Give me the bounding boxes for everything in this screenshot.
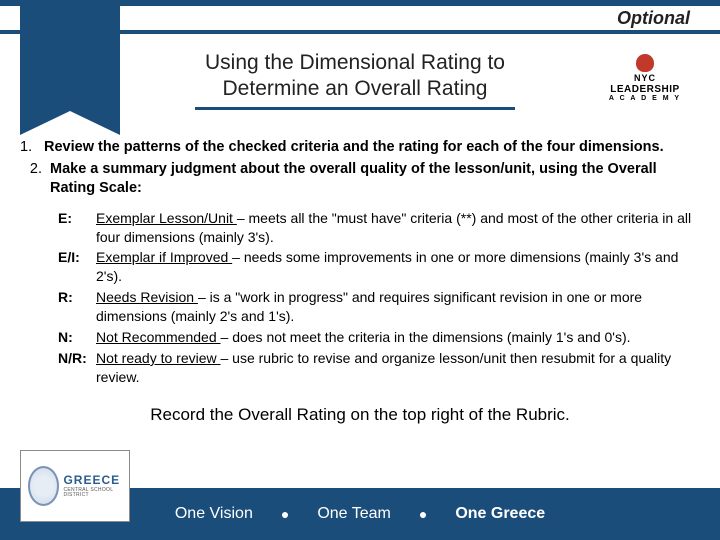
rating-code: N: xyxy=(58,328,96,347)
step-row: 2. Make a summary judgment about the ove… xyxy=(20,160,700,199)
logo-academy-text: A C A D E M Y xyxy=(609,95,681,103)
footer-dot: ● xyxy=(281,506,289,522)
greece-sub: CENTRAL SCHOOL DISTRICT xyxy=(63,488,122,498)
title-line-2: Determine an Overall Rating xyxy=(150,76,560,102)
greece-name: GREECE xyxy=(63,474,122,486)
rating-label: Not Recommended xyxy=(96,329,221,345)
rating-code: E: xyxy=(58,209,96,247)
rating-label: Exemplar Lesson/Unit xyxy=(96,210,237,226)
step-number: 2. xyxy=(20,160,50,199)
greece-district-logo: GREECE CENTRAL SCHOOL DISTRICT xyxy=(20,450,130,522)
rating-text: – does not meet the criteria in the dime… xyxy=(221,329,631,345)
greece-logo-inner: GREECE CENTRAL SCHOOL DISTRICT xyxy=(28,458,122,514)
greece-text: GREECE CENTRAL SCHOOL DISTRICT xyxy=(63,474,122,498)
seal-icon xyxy=(28,466,59,506)
rating-code: E/I: xyxy=(58,248,96,286)
rating-desc: Needs Revision – is a "work in progress"… xyxy=(96,288,700,326)
rating-code: N/R: xyxy=(58,349,96,387)
content-area: 1. Review the patterns of the checked cr… xyxy=(20,138,700,425)
step-text: Make a summary judgment about the overal… xyxy=(50,160,700,199)
rating-label: Exemplar if Improved xyxy=(96,249,232,265)
footer-item-2: One Team xyxy=(317,505,391,523)
logo-nyc-text: NYC xyxy=(634,74,656,84)
title-area: Using the Dimensional Rating to Determin… xyxy=(150,50,560,110)
rating-row: E/I: Exemplar if Improved – needs some i… xyxy=(58,248,700,286)
rating-label: Needs Revision xyxy=(96,289,198,305)
footer-item-3: One Greece xyxy=(455,505,545,523)
title-line-1: Using the Dimensional Rating to xyxy=(150,50,560,76)
footer-item-1: One Vision xyxy=(175,505,253,523)
optional-label: Optional xyxy=(617,8,690,29)
logo-leadership-text: LEADERSHIP xyxy=(610,84,679,95)
rating-desc: Exemplar Lesson/Unit – meets all the "mu… xyxy=(96,209,700,247)
rating-row: N/R: Not ready to review – use rubric to… xyxy=(58,349,700,387)
ribbon-bookmark xyxy=(20,6,120,111)
rating-desc: Not Recommended – does not meet the crit… xyxy=(96,328,700,347)
title-underline xyxy=(195,107,515,110)
step-text: Review the patterns of the checked crite… xyxy=(44,138,700,158)
nyc-leadership-logo: NYC LEADERSHIP A C A D E M Y xyxy=(586,48,704,108)
footer-dot: ● xyxy=(419,506,427,522)
rating-desc: Exemplar if Improved – needs some improv… xyxy=(96,248,700,286)
apple-icon xyxy=(636,54,654,72)
rating-desc: Not ready to review – use rubric to revi… xyxy=(96,349,700,387)
step-number: 1. xyxy=(20,138,44,158)
rating-code: R: xyxy=(58,288,96,326)
record-instruction: Record the Overall Rating on the top rig… xyxy=(20,405,700,425)
step-row: 1. Review the patterns of the checked cr… xyxy=(20,138,700,158)
ratings-list: E: Exemplar Lesson/Unit – meets all the … xyxy=(58,209,700,387)
rating-label: Not ready to review xyxy=(96,350,221,366)
rating-row: R: Needs Revision – is a "work in progre… xyxy=(58,288,700,326)
rating-row: N: Not Recommended – does not meet the c… xyxy=(58,328,700,347)
rating-row: E: Exemplar Lesson/Unit – meets all the … xyxy=(58,209,700,247)
